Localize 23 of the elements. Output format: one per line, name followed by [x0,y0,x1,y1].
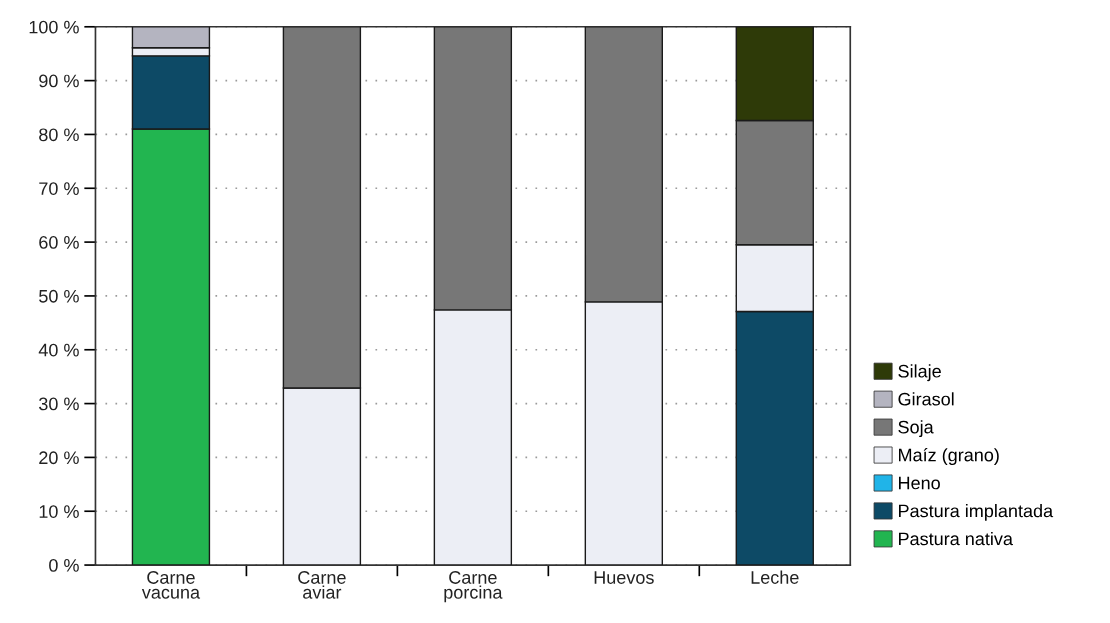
legend-label: Girasol [898,392,954,406]
x-tick-label: Huevos [594,571,654,584]
y-tick-label: 50 % [39,289,79,303]
legend-label: Pastura nativa [899,531,1013,546]
y-tick-label: 30 % [39,397,79,411]
y-tick-label: 10 % [39,505,79,518]
x-tick-label: Carne vacuna [141,571,201,599]
y-tick-label: 60 % [39,236,79,249]
y-tick-label: 80 % [39,128,79,142]
y-tick-label: 90 % [39,74,79,88]
legend-label: Soja [898,420,934,438]
legend-label: Silaje [898,364,941,382]
x-tick-label: Leche [751,570,799,584]
legend-label: Heno [899,476,940,490]
y-tick-label: 40 % [38,343,79,357]
y-tick-label: 70 % [39,182,79,195]
legend-label: Pastura implantada [899,504,1054,521]
legend-label: Maíz (grano) [899,447,999,465]
x-tick-label: Carne aviar [298,571,346,599]
y-tick-label: 0 % [49,559,79,572]
x-tick-label: Carne porcina [444,571,503,603]
y-tick-label: 100 % [29,20,79,34]
y-tick-label: 20 % [39,451,79,465]
